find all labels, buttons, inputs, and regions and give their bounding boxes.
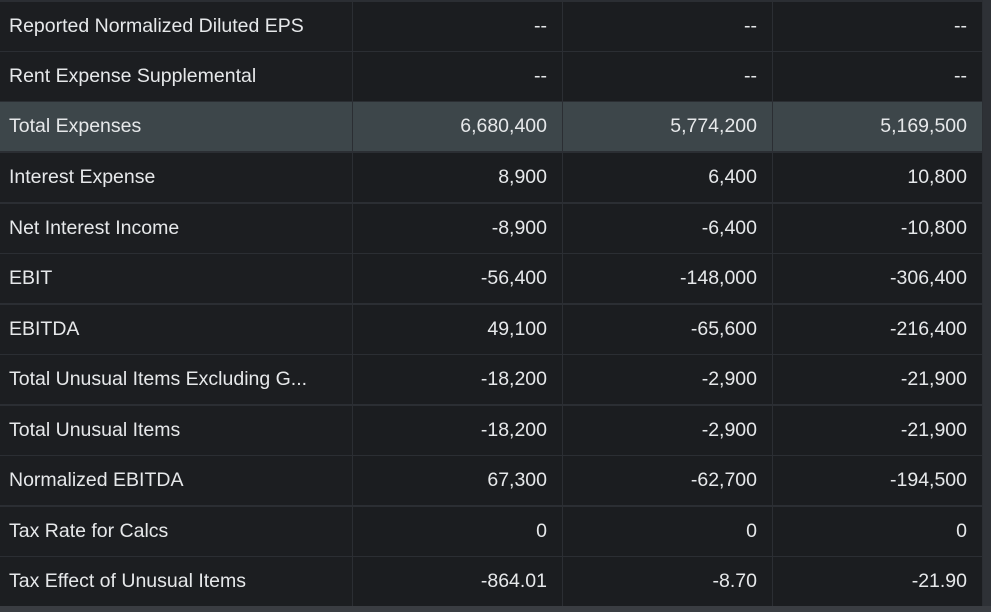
table-row[interactable]: Tax Effect of Unusual Items -864.01 -8.7… [0,557,983,606]
row-label: Tax Effect of Unusual Items [0,557,352,606]
row-value-col3: -194,500 [773,456,982,505]
row-value-col3: 10,800 [773,153,982,202]
row-value-col2: -62,700 [563,456,772,505]
vertical-scrollbar[interactable] [983,0,991,612]
table-row[interactable]: EBIT -56,400 -148,000 -306,400 [0,254,983,303]
row-label: EBIT [0,254,352,303]
row-value-col2: -- [563,52,772,101]
row-value-col3: -21,900 [773,355,982,404]
row-value-col1: 8,900 [353,153,562,202]
table-row[interactable]: Total Unusual Items Excluding G... -18,2… [0,355,983,404]
row-value-col1: -- [353,52,562,101]
row-value-col2: -8.70 [563,557,772,606]
row-value-col2: 0 [563,507,772,556]
row-value-col1: -56,400 [353,254,562,303]
row-label: Net Interest Income [0,204,352,253]
row-label: Total Expenses [0,102,352,151]
row-value-col3: -306,400 [773,254,982,303]
row-value-col3: 5,169,500 [773,102,982,151]
table-row[interactable]: Normalized EBITDA 67,300 -62,700 -194,50… [0,456,983,505]
table-row[interactable]: Net Interest Income -8,900 -6,400 -10,80… [0,204,983,253]
horizontal-scrollbar[interactable] [0,606,991,612]
row-value-col1: 6,680,400 [353,102,562,151]
row-value-col1: -18,200 [353,406,562,455]
table-row[interactable]: Total Unusual Items -18,200 -2,900 -21,9… [0,406,983,455]
row-value-col1: -8,900 [353,204,562,253]
row-label: Normalized EBITDA [0,456,352,505]
table-row[interactable]: Tax Rate for Calcs 0 0 0 [0,507,983,556]
row-value-col3: -10,800 [773,204,982,253]
row-label: EBITDA [0,305,352,354]
row-label: Rent Expense Supplemental [0,52,352,101]
row-value-col3: -21,900 [773,406,982,455]
row-value-col2: -6,400 [563,204,772,253]
table-row-highlighted[interactable]: Total Expenses 6,680,400 5,774,200 5,169… [0,102,983,151]
row-value-col1: -- [353,2,562,51]
table-row[interactable]: Reported Normalized Diluted EPS -- -- -- [0,2,983,51]
row-label: Total Unusual Items [0,406,352,455]
table-row[interactable]: Interest Expense 8,900 6,400 10,800 [0,153,983,202]
row-label: Reported Normalized Diluted EPS [0,2,352,51]
row-label: Interest Expense [0,153,352,202]
row-value-col2: -- [563,2,772,51]
table-row[interactable]: Rent Expense Supplemental -- -- -- [0,52,983,101]
row-value-col2: -148,000 [563,254,772,303]
row-value-col1: -18,200 [353,355,562,404]
row-value-col2: -2,900 [563,406,772,455]
row-value-col3: -216,400 [773,305,982,354]
row-value-col1: -864.01 [353,557,562,606]
row-value-col3: -21.90 [773,557,982,606]
row-value-col2: 6,400 [563,153,772,202]
row-value-col3: 0 [773,507,982,556]
row-label: Total Unusual Items Excluding G... [0,355,352,404]
row-value-col2: -2,900 [563,355,772,404]
table-row[interactable]: EBITDA 49,100 -65,600 -216,400 [0,305,983,354]
row-value-col2: -65,600 [563,305,772,354]
row-value-col2: 5,774,200 [563,102,772,151]
row-label: Tax Rate for Calcs [0,507,352,556]
row-value-col3: -- [773,52,982,101]
row-value-col1: 0 [353,507,562,556]
row-value-col3: -- [773,2,982,51]
row-value-col1: 49,100 [353,305,562,354]
row-value-col1: 67,300 [353,456,562,505]
